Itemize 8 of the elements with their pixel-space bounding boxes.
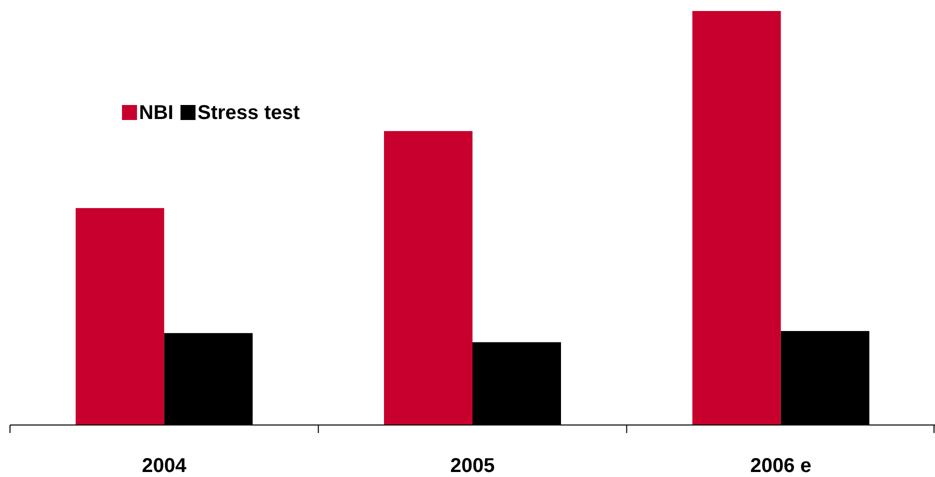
bar <box>692 11 781 425</box>
bar <box>76 208 164 425</box>
bar <box>384 131 472 425</box>
x-tick-label: 2006 e <box>750 455 812 477</box>
x-tick-label: 2004 <box>142 455 188 477</box>
legend-label: NBI <box>139 102 174 124</box>
x-tick-label: 2005 <box>450 455 495 477</box>
legend-label: Stress test <box>198 102 300 124</box>
